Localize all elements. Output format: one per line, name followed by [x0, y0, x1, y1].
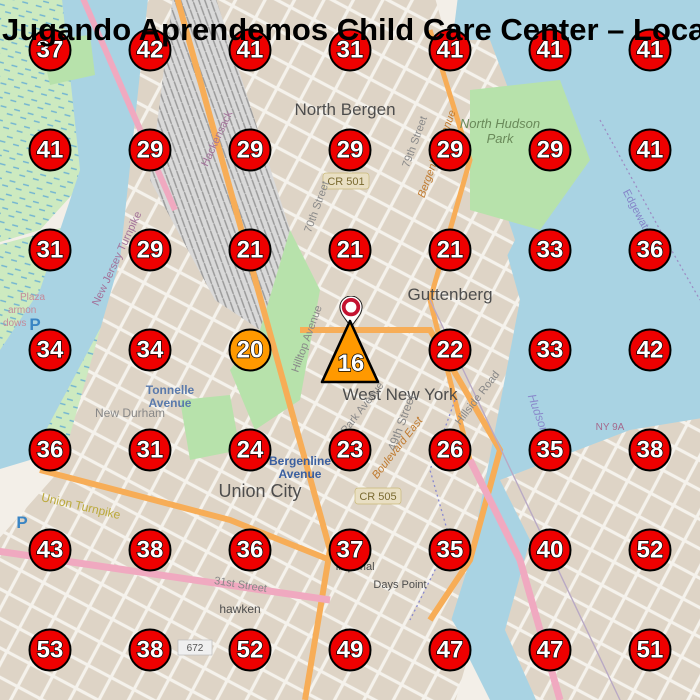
svg-text:dows: dows — [3, 318, 26, 329]
svg-text:672: 672 — [187, 643, 204, 654]
svg-text:New Durham: New Durham — [95, 406, 165, 420]
svg-text:Bergenline: Bergenline — [269, 454, 331, 468]
svg-text:Union City: Union City — [218, 481, 301, 501]
svg-text:P: P — [16, 513, 27, 532]
svg-text:Guttenberg: Guttenberg — [407, 285, 492, 304]
svg-text:armon: armon — [8, 305, 36, 316]
svg-text:Avenue: Avenue — [279, 467, 322, 481]
svg-text:Plaza: Plaza — [20, 292, 45, 303]
svg-text:Days Point: Days Point — [373, 579, 426, 591]
svg-text:NY 9A: NY 9A — [596, 422, 625, 433]
svg-text:Tonnelle: Tonnelle — [146, 383, 195, 397]
svg-text:North Bergen: North Bergen — [294, 100, 395, 119]
svg-text:Park: Park — [487, 131, 515, 146]
svg-text:hawken: hawken — [219, 602, 260, 616]
svg-text:CR 505: CR 505 — [359, 491, 396, 503]
svg-text:North Hudson: North Hudson — [460, 116, 540, 131]
svg-text:CR 501: CR 501 — [327, 176, 364, 188]
